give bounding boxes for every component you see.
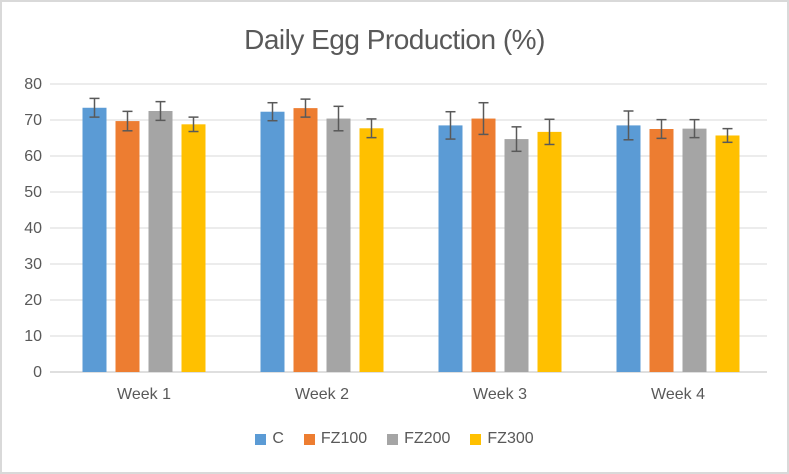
y-axis-label: 20 <box>24 292 42 309</box>
y-axis-label: 70 <box>24 112 42 129</box>
bar-c-week2 <box>260 111 285 372</box>
bar-fz300-week4 <box>715 135 740 372</box>
bar-fz100-week2 <box>293 108 318 373</box>
bar-fz100-week3 <box>471 118 496 372</box>
x-axis-label: Week 2 <box>295 386 349 403</box>
x-axis-label: Week 3 <box>473 386 527 403</box>
bar-fz100-week1 <box>115 121 140 372</box>
bar-fz200-week4 <box>682 128 707 372</box>
legend-item-c: C <box>255 430 284 448</box>
legend-swatch-icon <box>387 433 399 445</box>
y-axis-label: 40 <box>24 220 42 237</box>
bar-fz200-week1 <box>148 111 173 372</box>
bar-c-week1 <box>82 107 107 372</box>
legend-swatch-icon <box>303 433 315 445</box>
legend-label: FZ200 <box>404 430 451 447</box>
bar-fz200-week3 <box>504 139 529 372</box>
legend-label: C <box>272 430 284 447</box>
chart-title: Daily Egg Production (%) <box>244 24 545 55</box>
bar-fz300-week3 <box>537 131 562 372</box>
y-axis-label: 60 <box>24 148 42 165</box>
x-axis-label: Week 4 <box>651 386 705 403</box>
x-axis-label: Week 1 <box>117 386 171 403</box>
legend-label: FZ300 <box>487 430 534 447</box>
bar-c-week4 <box>616 125 641 373</box>
y-axis-label: 10 <box>24 328 42 345</box>
y-axis-label: 30 <box>24 256 42 273</box>
bar-fz100-week4 <box>649 129 674 372</box>
legend-item-fz300: FZ300 <box>470 430 534 448</box>
legend-swatch-icon <box>470 433 482 445</box>
y-axis-label: 80 <box>24 76 42 93</box>
bar-fz300-week1 <box>181 124 206 372</box>
legend-item-fz200: FZ200 <box>387 430 450 448</box>
legend-label: FZ100 <box>320 430 368 447</box>
bar-fz300-week2 <box>359 128 384 372</box>
bar-fz200-week2 <box>326 118 351 372</box>
chart-legend: C FZ100 FZ200 FZ300 <box>2 430 787 448</box>
y-axis-label: 50 <box>24 184 42 201</box>
bar-c-week3 <box>438 125 463 373</box>
legend-item-fz100: FZ100 <box>303 430 368 448</box>
y-axis-label: 0 <box>33 364 42 381</box>
legend-swatch-icon <box>255 433 267 445</box>
